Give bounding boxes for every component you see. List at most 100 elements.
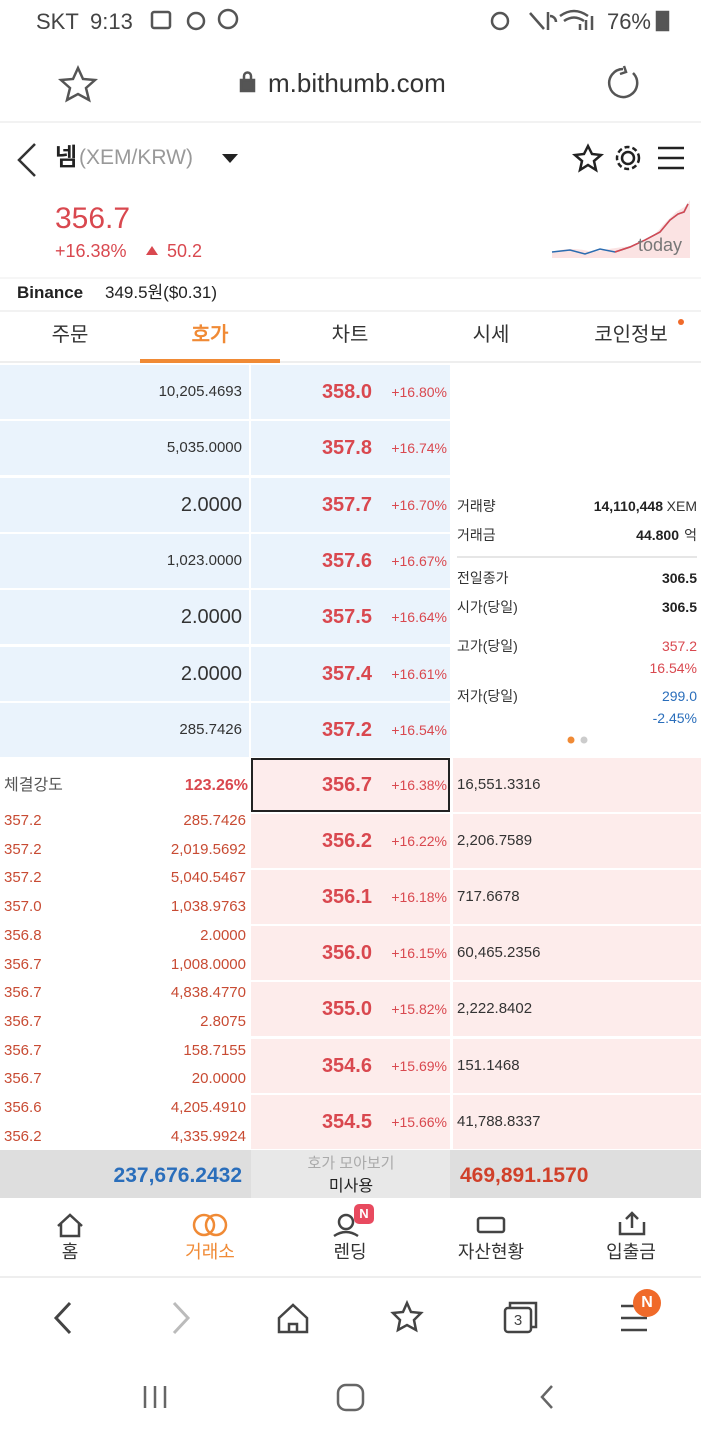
trade-quantity: 2.8075	[200, 1012, 246, 1030]
nav-badge: N	[359, 1206, 369, 1221]
strength-label: 체결강도	[4, 777, 63, 794]
ask-cell	[0, 365, 249, 419]
trade-price: 356.2	[4, 1127, 42, 1145]
footer-mid	[251, 1150, 450, 1198]
ask-cell	[251, 533, 450, 588]
bid-cell	[453, 870, 701, 925]
grouping-value[interactable]: 미사용	[328, 1178, 374, 1195]
stat-rate: 16.54%	[649, 660, 697, 676]
bid-cell	[453, 814, 701, 869]
ask-price[interactable]: 357.5	[321, 606, 372, 629]
bid-rate: +15.66%	[391, 1113, 447, 1130]
bid-price[interactable]: 355.0	[321, 998, 372, 1021]
stat-unit: 억	[684, 527, 697, 543]
tab[interactable]: 주문	[51, 324, 89, 346]
battery: 76%	[606, 9, 651, 34]
bid-price[interactable]: 354.5	[321, 1110, 372, 1133]
ask-price[interactable]: 358.0	[321, 381, 372, 403]
bid-cell	[251, 814, 450, 869]
ask-rate: +16.64%	[391, 609, 447, 626]
ask-rate: +16.61%	[391, 665, 447, 682]
grouping-label: 호가 모아보기	[307, 1155, 395, 1172]
current-price: 356.7	[55, 202, 131, 235]
stat-value: 306.5	[661, 570, 697, 586]
stat-label: 거래량	[457, 498, 496, 514]
bid-cell	[251, 926, 450, 981]
trade-quantity: 285.7426	[183, 812, 246, 829]
nav-item[interactable]: 자산현황	[457, 1242, 525, 1262]
bid-quantity: 151.1468	[457, 1056, 520, 1074]
ask-price[interactable]: 357.7	[321, 493, 372, 516]
ask-rate: +16.67%	[391, 552, 447, 569]
stat-label: 거래금	[457, 527, 496, 543]
ask-rate: +16.74%	[391, 440, 447, 457]
stat-rate: -2.45%	[652, 710, 697, 726]
tab[interactable]: 시세	[472, 324, 510, 346]
ask-cell	[251, 421, 450, 476]
ask-cell	[0, 421, 249, 476]
trade-quantity: 1,008.0000	[170, 955, 246, 973]
bid-price[interactable]: 356.2	[321, 830, 372, 853]
bid-price[interactable]: 354.6	[321, 1054, 372, 1077]
ask-price[interactable]: 357.2	[321, 718, 372, 741]
exchange-price: 349.5원($0.31)	[105, 283, 218, 302]
trade-price: 357.2	[4, 812, 42, 829]
ask-quantity: 2.0000	[180, 662, 242, 685]
bid-price[interactable]: 356.7	[321, 774, 372, 796]
tab[interactable]: 호가	[191, 324, 229, 346]
ask-rate: +16.70%	[391, 496, 447, 513]
tab-count[interactable]: 3	[513, 1312, 523, 1329]
ask-cell	[0, 702, 249, 757]
stat-value: 299.0	[661, 688, 697, 704]
ask-price[interactable]: 357.4	[321, 662, 372, 685]
ask-price[interactable]: 357.8	[321, 437, 372, 460]
coin-name: 넴	[55, 144, 78, 171]
url[interactable]: m.bithumb.com	[268, 68, 446, 98]
up-triangle	[146, 246, 158, 255]
ask-rate: +16.80%	[391, 384, 447, 400]
carrier: SKT	[36, 9, 79, 34]
trade-price: 357.2	[4, 869, 42, 887]
bid-rate: +15.69%	[391, 1057, 447, 1074]
trade-quantity: 4,335.9924	[170, 1127, 246, 1145]
ask-quantity: 10,205.4693	[158, 383, 242, 400]
tab[interactable]: 코인정보	[594, 324, 668, 346]
stat-unit: XEM	[666, 498, 697, 514]
ask-total: 237,676.2432	[113, 1164, 242, 1187]
trade-price: 357.2	[4, 840, 42, 858]
ask-price[interactable]: 357.6	[321, 549, 372, 572]
nav-item[interactable]: 홈	[61, 1242, 79, 1262]
ask-cell	[251, 702, 450, 757]
stat-label: 고가(당일)	[457, 638, 518, 654]
bid-quantity: 41,788.8337	[457, 1112, 541, 1130]
exchange-name: Binance	[17, 283, 84, 302]
tab[interactable]: 차트	[331, 324, 369, 346]
ask-cell	[0, 646, 249, 701]
bid-price[interactable]: 356.1	[321, 886, 372, 909]
bid-rate: +16.38%	[391, 777, 447, 793]
ask-cell	[251, 477, 450, 532]
nav-item[interactable]: 입출금	[606, 1242, 656, 1262]
ask-cell	[0, 590, 249, 645]
trade-price: 356.7	[4, 1041, 42, 1059]
stat-label: 저가(당일)	[457, 688, 518, 704]
ask-cell	[0, 477, 249, 532]
stat-value: 14,110,448	[593, 498, 663, 514]
stat-label: 시가(당일)	[457, 599, 518, 615]
trade-quantity: 1,038.9763	[170, 898, 246, 916]
bid-cell	[453, 926, 701, 981]
nav-item[interactable]: 거래소	[185, 1242, 235, 1262]
nav-item[interactable]: 렌딩	[333, 1242, 367, 1262]
stat-value: 357.2	[661, 638, 697, 654]
bid-cell	[251, 1094, 450, 1149]
stat-value: 306.5	[661, 599, 697, 615]
bid-rate: +16.22%	[391, 833, 447, 850]
trade-price: 356.8	[4, 926, 42, 944]
bid-price[interactable]: 356.0	[321, 942, 372, 965]
ask-cell	[0, 533, 249, 588]
trade-quantity: 2.0000	[200, 926, 246, 944]
bid-cell	[251, 870, 450, 925]
bid-quantity: 717.6678	[457, 888, 520, 906]
